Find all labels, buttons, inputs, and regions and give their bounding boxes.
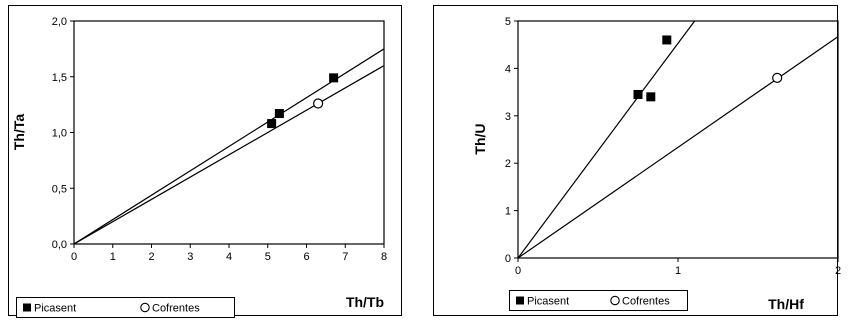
y-axis-label: Th/Ta [11, 114, 27, 151]
legend-circle-icon [610, 295, 620, 306]
regression-line [518, 36, 838, 258]
y-tick-label: 5 [505, 16, 511, 28]
legend-label: Cofrentes [622, 296, 670, 308]
x-axis-label: Th/Tb [346, 294, 384, 310]
y-tick-label: 2 [505, 158, 511, 170]
data-point-picasent [633, 89, 643, 99]
y-tick-label: 4 [505, 63, 511, 75]
chart-1: 0,0 0,5 1,0 1,5 2,0 0 1 2 3 4 5 6 7 8 Th/Ta Th/Tb Picase… [8, 5, 402, 318]
plot-area [517, 20, 839, 259]
legend-label: Cofrentes [152, 303, 200, 315]
y-tick-label: 1 [505, 206, 511, 218]
x-tick-label: 0 [71, 251, 77, 263]
y-tick-label: 0,0 [52, 239, 67, 251]
x-tick-label: 3 [187, 251, 193, 263]
data-point-cofrentes [313, 98, 324, 109]
data-point-cofrentes [772, 72, 783, 83]
plot-area [73, 20, 385, 245]
x-tick-label: 2 [835, 265, 841, 277]
x-tick-label: 0 [515, 265, 521, 277]
chart-2: 0 1 2 3 4 5 0 1 2 Th/U Th/Hf Picasent Cofrentes [433, 5, 841, 316]
data-point-picasent [274, 109, 284, 119]
x-tick-label: 2 [148, 251, 154, 263]
data-point-picasent [329, 73, 339, 83]
y-tick-label: 3 [505, 111, 511, 123]
y-tick-label: 1,0 [52, 128, 67, 140]
x-tick-label: 4 [226, 251, 232, 263]
regression-line [518, 21, 696, 258]
data-point-picasent [267, 119, 277, 129]
legend: Picasent Cofrentes [16, 297, 235, 318]
y-tick-label: 0,5 [52, 183, 67, 195]
x-tick-label: 1 [110, 251, 116, 263]
legend-square-icon [516, 296, 524, 305]
legend-label: Picasent [527, 296, 569, 308]
chart-frame [433, 5, 838, 316]
legend: Picasent Cofrentes [509, 290, 688, 311]
regression-line [74, 65, 384, 244]
data-point-picasent [662, 35, 672, 45]
x-tick-label: 8 [381, 251, 387, 263]
legend-circle-icon [140, 302, 150, 313]
legend-box [509, 290, 688, 311]
legend-box [16, 297, 235, 318]
x-tick-label: 7 [342, 251, 348, 263]
x-tick-label: 1 [675, 265, 681, 277]
y-axis-label: Th/U [472, 123, 488, 154]
y-tick-label: 0 [505, 253, 511, 265]
data-point-picasent [646, 92, 656, 102]
x-tick-label: 6 [303, 251, 309, 263]
chart-frame [8, 5, 402, 316]
y-tick-label: 2,0 [52, 16, 67, 28]
legend-square-icon [23, 303, 31, 312]
legend-label: Picasent [34, 303, 76, 315]
x-tick-label: 5 [265, 251, 271, 263]
x-axis-label: Th/Hf [768, 296, 804, 312]
y-tick-label: 1,5 [52, 72, 67, 84]
